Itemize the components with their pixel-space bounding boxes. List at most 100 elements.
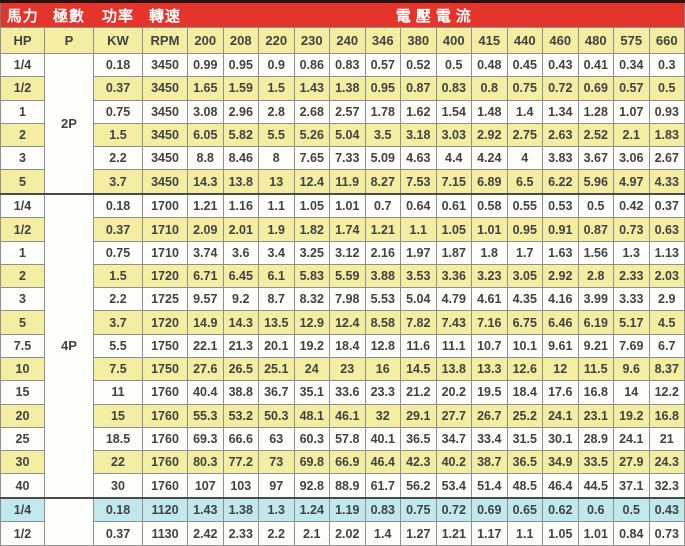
current-cell: 16.8: [577, 380, 614, 405]
table-row: 2 1.5 1720 6.71 6.45 6.1 5.83 5.59 3.88 3.53 3.36 3…: [0, 263, 685, 289]
current-cell: 1.97: [400, 240, 437, 265]
current-cell: 0.57: [613, 76, 650, 101]
current-cell: 3.6: [222, 240, 259, 265]
current-cell: 107: [187, 473, 224, 499]
current-cell: 10.7: [471, 333, 508, 359]
current-cell: 53.2: [222, 403, 259, 428]
current-cell: 77.2: [222, 450, 259, 475]
current-cell: 13.8: [435, 357, 472, 382]
current-cell: 0.83: [364, 496, 401, 523]
current-cell: 1.21: [187, 192, 224, 219]
hp-cell: 1/4: [0, 52, 45, 78]
current-cell: 5.26: [293, 122, 330, 148]
current-cell: 6.71: [187, 263, 224, 289]
current-cell: 50.3: [258, 403, 295, 428]
current-cell: 0.55: [506, 192, 543, 219]
current-cell: 0.64: [400, 192, 437, 219]
current-cell: 0.9: [258, 52, 295, 78]
hp-cell: 2: [0, 122, 45, 148]
current-cell: 14: [613, 380, 650, 405]
current-cell: 3.08: [187, 99, 224, 124]
current-cell: 1.56: [577, 240, 614, 265]
current-cell: 1.24: [293, 496, 330, 523]
current-cell: 88.9: [329, 473, 366, 499]
table-row: 7.5 5.5 1750 22.1 21.3 20.1 19.2 18.4 12.8 11.6 11…: [0, 333, 685, 359]
column-header-200v: 200: [187, 27, 224, 54]
current-cell: 2.92: [471, 122, 508, 148]
current-cell: 1.87: [435, 240, 472, 265]
rpm-cell: 1725: [142, 287, 188, 312]
table-row: 1 0.75 1710 3.74 3.6 3.4 3.25 3.12 2.16 1.97 1.87 1…: [0, 240, 685, 265]
column-header-rpm: RPM: [142, 27, 188, 54]
table-row: 20 15 1760 55.3 53.2 50.3 48.1 46.1 32 29.1 27.7 26…: [0, 403, 685, 428]
current-cell: 7.69: [613, 333, 650, 359]
current-cell: 0.73: [648, 521, 685, 546]
current-cell: 2.01: [222, 217, 259, 242]
table-row: 1 0.75 3450 3.08 2.96 2.8 2.68 2.57 1.78 1.62 1.54…: [0, 99, 685, 124]
current-cell: 97: [258, 473, 295, 499]
current-cell: 66.6: [222, 426, 259, 452]
current-cell: 12.8: [364, 333, 401, 359]
current-cell: 0.6: [577, 496, 614, 523]
current-cell: 60.3: [293, 426, 330, 452]
column-header-400v: 400: [435, 27, 472, 54]
table-row: 1/4 0.18 1120 1.43 1.38 1.3 1.24 1.19 0.83 0.75 0.…: [0, 496, 685, 546]
current-cell: 13: [258, 169, 295, 195]
current-cell: 40.4: [187, 380, 224, 405]
current-cell: 26.5: [222, 357, 259, 382]
current-cell: 3.18: [400, 122, 437, 148]
current-cell: 92.8: [293, 473, 330, 499]
current-cell: 0.53: [542, 192, 579, 219]
current-cell: 73: [258, 450, 295, 475]
kw-cell: 2.2: [93, 287, 143, 312]
current-cell: 1.07: [613, 99, 650, 124]
rpm-cell: 1720: [142, 263, 188, 289]
current-cell: 1.16: [222, 192, 259, 219]
current-cell: 1.7: [506, 240, 543, 265]
current-cell: 1.82: [293, 217, 330, 242]
group-header-cell: 轉速: [142, 1, 188, 28]
pole-cell: [44, 496, 94, 546]
rpm-cell: 1720: [142, 310, 188, 335]
hp-cell: 30: [0, 450, 45, 475]
group-header-cell: 馬力: [0, 1, 45, 28]
current-cell: 18.4: [506, 380, 543, 405]
current-cell: 2.9: [648, 287, 685, 312]
table-row: 15 11 1760 40.4 38.8 36.7 35.1 33.6 23.3 21.2 20.2…: [0, 380, 685, 405]
current-cell: 0.75: [400, 496, 437, 523]
column-header-660v: 660: [648, 27, 685, 54]
current-cell: 21.2: [400, 380, 437, 405]
current-cell: 33.4: [471, 426, 508, 452]
current-cell: 1.63: [542, 240, 579, 265]
current-cell: 3.05: [506, 263, 543, 289]
current-cell: 8.37: [648, 357, 685, 382]
column-header-hp: HP: [0, 27, 45, 54]
current-cell: 61.7: [364, 473, 401, 499]
hp-cell: 10: [0, 357, 45, 382]
current-cell: 2.92: [542, 263, 579, 289]
current-cell: 2.96: [222, 99, 259, 124]
column-header-415v: 415: [471, 27, 508, 54]
current-cell: 11.1: [435, 333, 472, 359]
pole-cell: 4P: [44, 192, 94, 499]
kw-cell: 22: [93, 450, 143, 475]
current-cell: 1.21: [364, 217, 401, 242]
current-cell: 1.5: [258, 76, 295, 101]
group-header-row: 馬力 極數 功率 轉速 電壓電流: [0, 1, 685, 28]
current-cell: 6.89: [471, 169, 508, 195]
rpm-cell: 3450: [142, 122, 188, 148]
table-row: 1/4 4P 0.18 1700 1.21 1.16 1.1 1.05 1.01 0.7 0.64 0…: [0, 192, 685, 499]
current-cell: 1.05: [293, 192, 330, 219]
rpm-cell: 1760: [142, 380, 188, 405]
current-cell: 1.3: [258, 496, 295, 523]
current-cell: 0.73: [613, 217, 650, 242]
current-cell: 0.72: [542, 76, 579, 101]
hp-cell: 40: [0, 473, 45, 499]
current-cell: 14.3: [222, 310, 259, 335]
column-header-230v: 230: [293, 27, 330, 54]
hp-cell: 3: [0, 287, 45, 312]
current-cell: 69.3: [187, 426, 224, 452]
table-row: 3 2.2 3450 8.8 8.46 8 7.65 7.33 5.09 4.63 4.4 4.24 4…: [0, 146, 685, 171]
current-cell: 21: [648, 426, 685, 452]
current-cell: 0.72: [435, 496, 472, 523]
